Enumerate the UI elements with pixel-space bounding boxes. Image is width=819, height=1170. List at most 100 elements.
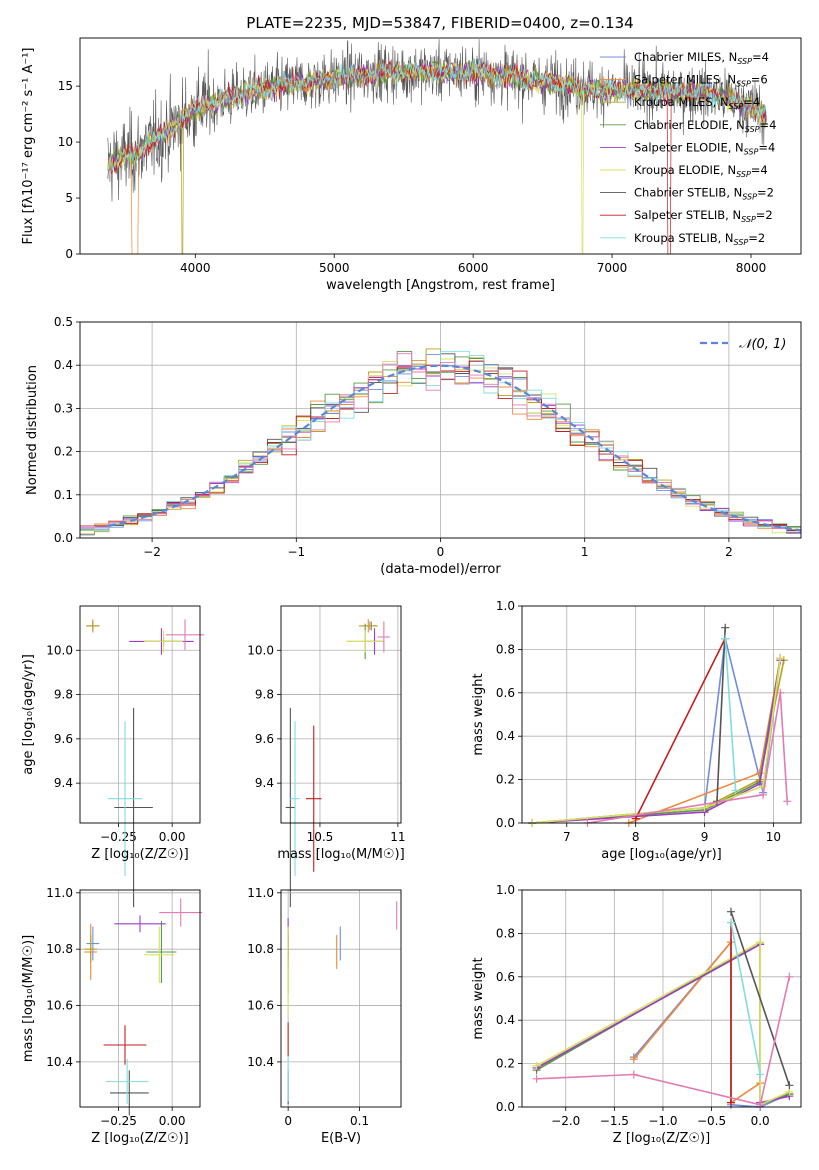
x-tick-label: 8000 [736, 261, 767, 275]
errorbar-salpeter-stelib [305, 725, 322, 872]
y-tick-label: 0.6 [496, 686, 515, 700]
series-marker [756, 1070, 765, 1079]
errorbar-kroupa-stelib [105, 1059, 149, 1105]
panel-age_vs_Z: −0.25 0.00 9.4 9.6 9.8 10.0 Z [log₁₀(Z/Z☉)] age… [21, 605, 205, 908]
plot-area [86, 619, 205, 908]
series-marker [721, 634, 730, 643]
y-tick-label: 10.8 [46, 942, 73, 956]
legend-tail: =4 [752, 50, 769, 64]
axes-frame [280, 889, 402, 1108]
x-tick-label: 1 [581, 545, 589, 559]
legend-label-salpeter-miles: Salpeter MILES, NSSP=6 [634, 73, 768, 89]
y-tick-label: 0.2 [496, 773, 515, 787]
legend-label-kroupa-miles: Kroupa MILES, NSSP=4 [634, 95, 760, 111]
series-marker [532, 1061, 541, 1070]
series-line [536, 940, 790, 1107]
legend-text: Kroupa STELIB, N [634, 231, 734, 245]
series-marker [727, 907, 736, 916]
series-marker [721, 623, 730, 632]
errorbar-kroupa-miles [84, 935, 98, 964]
series-line [532, 657, 782, 824]
legend-sub: SSP [737, 57, 752, 66]
plot-area [532, 907, 794, 1111]
x-tick-label: −1 [287, 545, 305, 559]
axes-frame [521, 889, 802, 1108]
legend-sub: SSP [744, 147, 759, 156]
legend-text: Salpeter ELODIE, N [634, 140, 744, 154]
panel-mass_vs_EBV: 0 0.1 10.4 10.6 10.8 11.0 E(B-V) [247, 886, 402, 1146]
x-axis-label: Z [log₁₀(Z/Z☉)] [613, 1131, 710, 1146]
series-marker [756, 1100, 765, 1109]
legend-tail: =4 [743, 95, 760, 109]
legend-text: Salpeter MILES, N [634, 73, 736, 87]
y-axis-label: age [log₁₀(age/yr)] [21, 654, 36, 775]
errorbar-extra [377, 621, 391, 653]
y-tick-label: 0.2 [54, 445, 73, 459]
axes-frame [521, 605, 802, 824]
series-marker [727, 1098, 736, 1107]
x-axis-label: Z [log₁₀(Z/Z☉)] [91, 847, 188, 862]
series-line [730, 911, 791, 1086]
grid [80, 606, 200, 823]
x-tick-label: −0.5 [697, 1114, 726, 1128]
histogram-extra [80, 353, 801, 530]
x-tick-label: 8 [632, 830, 640, 844]
y-tick-label: 0.4 [496, 729, 515, 743]
grid [80, 890, 200, 1107]
legend-label-normal: 𝒩(0, 1) [739, 337, 786, 352]
plot-area [285, 619, 391, 908]
series-marker [532, 1074, 541, 1083]
series-line [587, 692, 788, 824]
y-tick-label: 10.0 [247, 643, 274, 657]
errorbar-extra [165, 619, 205, 651]
series-salpeter-stelib [727, 918, 736, 1107]
series-marker [785, 1081, 794, 1090]
series-marker [700, 803, 709, 812]
grid [281, 890, 401, 1107]
y-axis-label: mass weight [471, 673, 486, 755]
x-tick-label: 5000 [319, 261, 350, 275]
errorbar-chabrier-stelib [114, 707, 153, 908]
errorbar-kroupa-elodie [144, 926, 175, 983]
normal-reference-curve [108, 364, 802, 532]
axes-frame [79, 37, 802, 255]
series-line [634, 638, 726, 820]
legend-tail: =4 [751, 163, 768, 177]
x-tick-label: −0.25 [100, 830, 137, 844]
plot-area [528, 623, 792, 827]
series-marker [727, 918, 736, 927]
series-line [532, 660, 785, 824]
grid [281, 606, 401, 823]
series-marker [629, 1055, 638, 1064]
legend-label-chabrier-elodie: Chabrier ELODIE, NSSP=4 [634, 118, 776, 134]
y-tick-label: 9.8 [255, 688, 274, 702]
series-marker [759, 782, 768, 791]
x-tick-label: 4000 [180, 261, 211, 275]
legend-text: Chabrier STELIB, N [634, 186, 742, 200]
legend-tail: =6 [751, 73, 768, 87]
x-axis-label: (data-model)/error [380, 562, 501, 577]
x-tick-label: 0.1 [350, 1114, 369, 1128]
panel-mass_vs_Z: −0.25 0.00 10.4 10.6 10.8 11.0 Z [log₁₀(Z/Z☉)]… [21, 886, 203, 1146]
x-axis-label: wavelength [Angstrom, rest frame] [326, 278, 555, 293]
y-axis-label: mass weight [471, 957, 486, 1039]
series-line [724, 638, 737, 791]
y-tick-label: 0.0 [496, 816, 515, 830]
y-tick-label: 1.0 [496, 883, 515, 897]
series-marker [731, 786, 740, 795]
x-axis-label: mass [log₁₀(M/M☉)] [277, 847, 404, 862]
axes-frame [79, 889, 201, 1108]
legend-tail: =2 [748, 231, 765, 245]
legend-sub: SSP [742, 193, 757, 202]
axes-frame [280, 605, 402, 824]
plot-area [287, 901, 398, 1105]
x-tick-label: −1.0 [648, 1114, 677, 1128]
spectrum-line-salpeter-stelib [107, 59, 767, 255]
axes-frame [79, 605, 201, 824]
errorbar-salpeter-elodie [114, 915, 166, 933]
panel-spectrum: 4000 5000 6000 7000 8000 0 5 10 15 Chabrier MILES… [21, 37, 802, 293]
x-axis-label: age [log₁₀(age/yr)] [601, 847, 722, 862]
panel-weight_vs_age: 7 8 9 10 0.0 0.2 0.4 0.6 0.8 1.0 age [log₁₀(age/yr… [471, 599, 802, 862]
